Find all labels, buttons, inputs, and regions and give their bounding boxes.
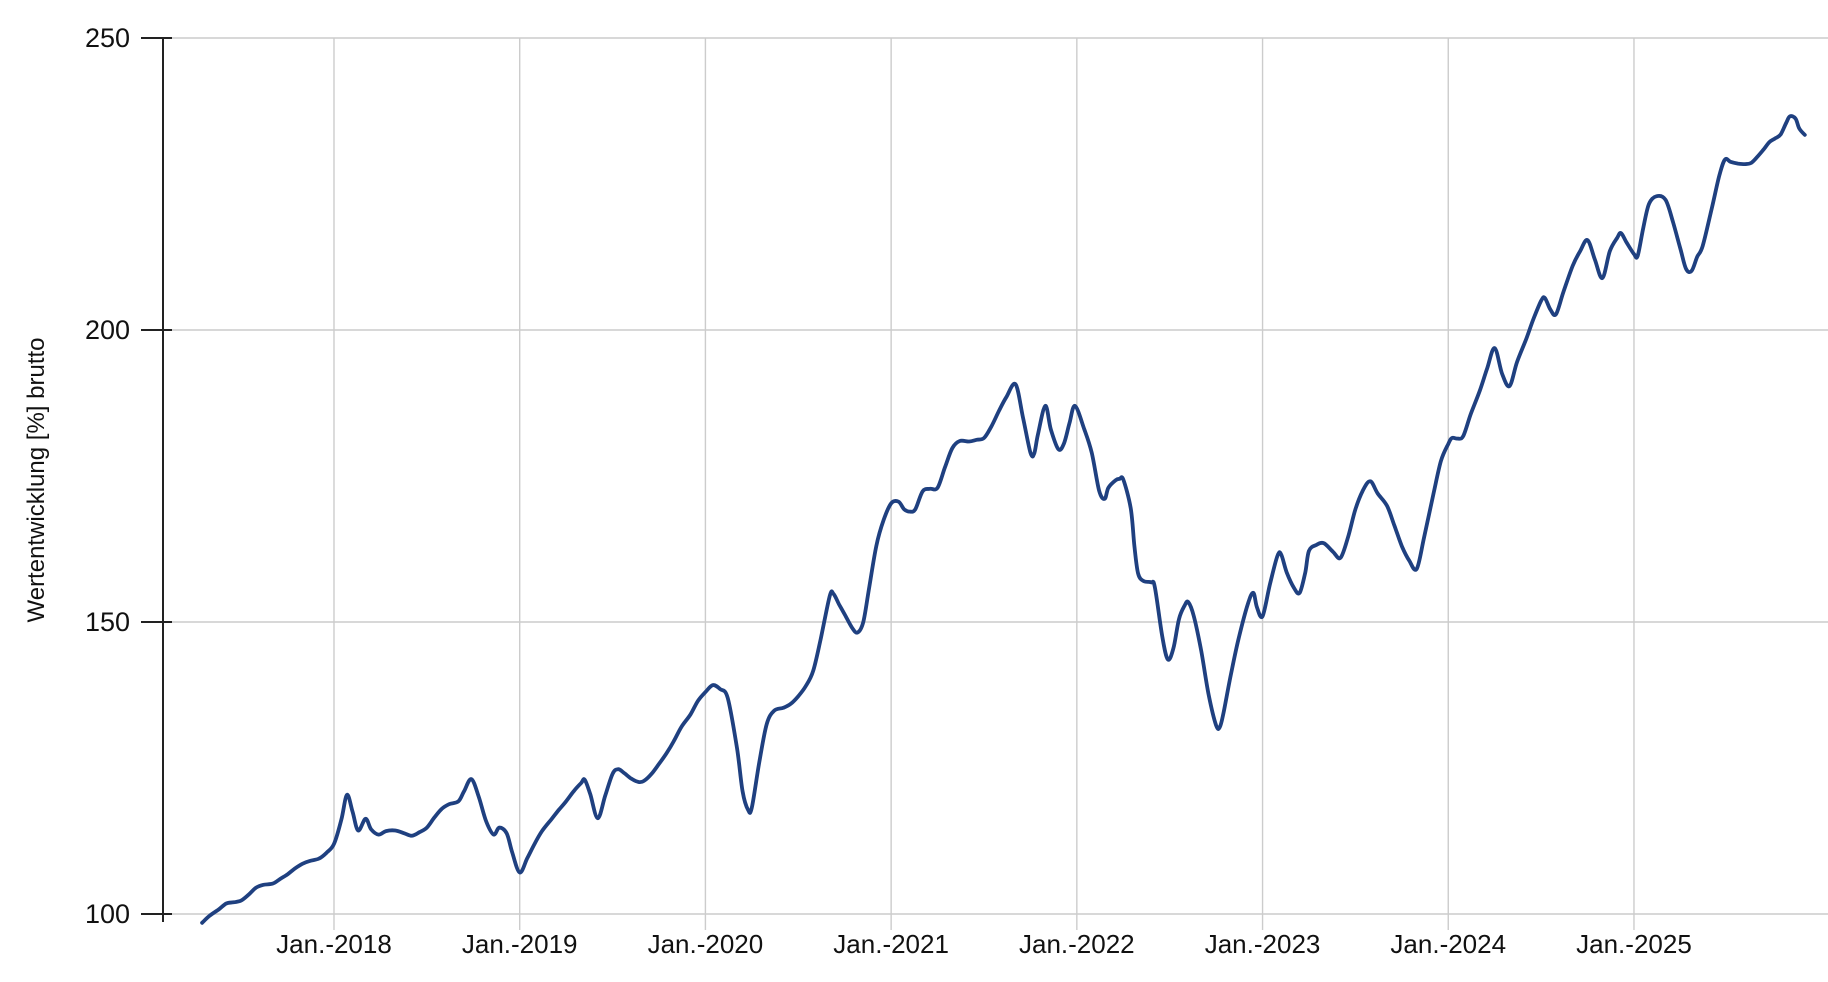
- y-tick-label: 150: [85, 607, 130, 637]
- grid-layer: [163, 37, 1828, 930]
- x-tick-label: Jan.-2018: [276, 929, 392, 959]
- y-tick-label: 100: [85, 899, 130, 929]
- x-tick-label: Jan.-2019: [462, 929, 578, 959]
- x-tick-label: Jan.-2024: [1390, 929, 1506, 959]
- y-tick-label: 250: [85, 23, 130, 53]
- performance-series-line: [200, 114, 1807, 925]
- axis-layer: [141, 37, 172, 922]
- x-tick-label: Jan.-2022: [1019, 929, 1135, 959]
- x-tick-label: Jan.-2023: [1205, 929, 1321, 959]
- y-tick-label: 200: [85, 315, 130, 345]
- x-tick-label: Jan.-2021: [833, 929, 949, 959]
- x-tick-label: Jan.-2025: [1576, 929, 1692, 959]
- series-layer: [200, 114, 1807, 925]
- x-tick-label: Jan.-2020: [648, 929, 764, 959]
- y-axis-title: Wertentwicklung [%] brutto: [23, 337, 50, 622]
- label-layer: 250 200 150 100 Jan.-2018 Jan.-2019 Jan.-2020 J…: [85, 23, 1692, 959]
